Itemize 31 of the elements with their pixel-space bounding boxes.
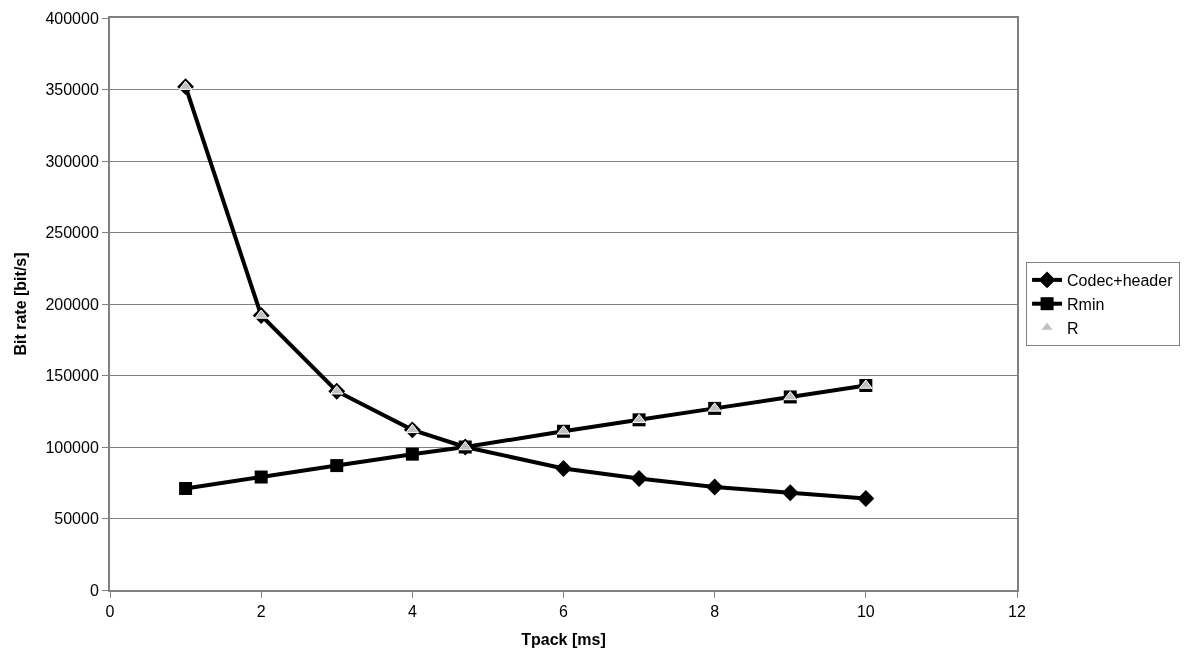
point [555, 460, 572, 477]
x-tick-label: 2 [256, 603, 266, 621]
y-tick-label: 50000 [54, 510, 99, 528]
legend-label: R [1067, 319, 1079, 337]
point [706, 478, 724, 496]
x-tick-label: 0 [105, 603, 115, 621]
point [179, 481, 193, 495]
y-axis-title: Bit rate [bit/s] [11, 252, 29, 356]
y-tick-label: 400000 [45, 9, 99, 27]
x-tick-label: 12 [1008, 603, 1026, 621]
point [630, 470, 648, 487]
x-tick-label: 4 [407, 603, 417, 621]
x-axis-title: Tpack [ms] [521, 631, 606, 649]
y-tick-label: 100000 [45, 438, 99, 456]
x-tick-label: 6 [559, 603, 569, 621]
point [781, 484, 799, 502]
point [254, 470, 268, 484]
legend-label: Codec+header [1067, 272, 1174, 290]
x-tick-label: 10 [856, 603, 875, 621]
y-tick-label: 350000 [45, 81, 99, 99]
y-tick-label: 250000 [45, 224, 99, 242]
point [330, 459, 344, 473]
legend-label: Rmin [1067, 295, 1105, 313]
point [857, 490, 875, 507]
point [405, 423, 420, 434]
point [405, 447, 419, 461]
x-tick-label: 8 [710, 603, 720, 621]
y-tick-label: 0 [89, 581, 99, 599]
y-tick-label: 150000 [45, 367, 99, 385]
y-tick-label: 300000 [45, 152, 99, 170]
y-tick-label: 200000 [45, 295, 99, 313]
